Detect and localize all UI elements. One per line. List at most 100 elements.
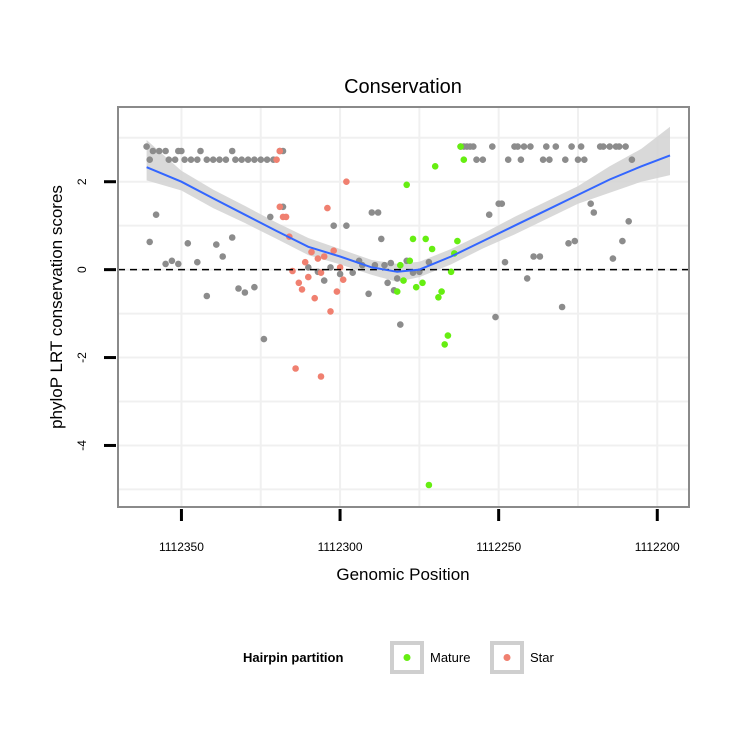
point-other <box>216 156 223 163</box>
point-other <box>203 292 211 300</box>
point-other <box>485 211 493 218</box>
point-other <box>209 156 217 163</box>
point-other <box>558 303 566 311</box>
point-other <box>228 147 236 155</box>
point-star <box>311 294 319 302</box>
point-other <box>581 156 588 163</box>
point-other <box>492 313 499 321</box>
point-other <box>155 147 163 155</box>
point-other <box>387 259 395 267</box>
x-tick-label: 1112300 <box>318 540 363 554</box>
y-tick-label: -4 <box>75 440 89 451</box>
x-tick-label: 1112250 <box>476 540 521 554</box>
x-axis-title: Genomic Position <box>336 565 469 584</box>
point-other <box>514 143 521 150</box>
y-axis-title: phyloP LRT conservation scores <box>47 185 66 429</box>
point-other <box>241 289 249 296</box>
point-other <box>219 253 226 260</box>
point-mature <box>454 237 461 245</box>
point-other <box>168 257 176 265</box>
point-mature <box>425 481 433 489</box>
point-other <box>577 143 585 150</box>
point-other <box>222 156 230 163</box>
point-other <box>470 143 477 150</box>
point-other <box>178 147 185 155</box>
confidence-band <box>146 126 671 282</box>
point-other <box>378 235 385 243</box>
point-other <box>257 156 265 163</box>
point-other <box>523 275 531 282</box>
x-tick-label: 1112200 <box>635 540 680 554</box>
smooth-trend-line <box>146 154 671 273</box>
point-other <box>479 156 487 163</box>
point-other <box>539 156 547 163</box>
legend-marker-mature <box>403 654 411 661</box>
point-other <box>187 156 195 163</box>
point-other <box>536 253 544 260</box>
point-star <box>339 276 347 284</box>
point-other <box>520 143 528 150</box>
panel-background <box>118 107 689 507</box>
point-other <box>232 156 239 163</box>
point-mature <box>393 288 401 295</box>
point-other <box>171 156 179 163</box>
point-other <box>143 143 150 150</box>
legend-label-star: Star <box>530 650 555 665</box>
point-star <box>343 178 350 185</box>
point-star <box>276 147 284 155</box>
point-other <box>162 147 169 155</box>
panel-border <box>117 106 690 508</box>
point-other <box>213 241 220 248</box>
point-other <box>175 260 182 268</box>
point-other <box>343 222 350 229</box>
point-other <box>203 156 211 163</box>
point-other <box>565 240 572 247</box>
point-star <box>324 204 331 212</box>
point-other <box>571 237 579 245</box>
point-mature <box>447 268 455 276</box>
point-star <box>317 269 325 277</box>
point-other <box>568 143 575 150</box>
point-other <box>228 234 236 241</box>
point-other <box>251 283 258 291</box>
point-mature <box>419 279 426 287</box>
point-other <box>365 290 372 298</box>
point-star <box>317 373 325 380</box>
point-other <box>165 156 173 163</box>
point-other <box>162 260 169 268</box>
legend-title: Hairpin partition <box>243 650 343 665</box>
legend-label-mature: Mature <box>430 650 470 665</box>
point-other <box>489 143 496 150</box>
point-other <box>244 156 252 163</box>
point-other <box>194 156 201 163</box>
point-other <box>501 258 509 266</box>
points-other-group <box>143 143 636 343</box>
point-mature <box>441 341 449 348</box>
point-star <box>282 213 290 221</box>
point-other <box>517 156 525 163</box>
y-axis-ticks: 2 0 -2 -4 <box>75 178 116 451</box>
point-mature <box>431 163 439 170</box>
point-other <box>152 211 160 218</box>
point-other <box>504 156 512 163</box>
point-other <box>305 264 312 271</box>
point-mature <box>412 283 420 291</box>
point-other <box>251 156 258 163</box>
y-tick-label: -2 <box>75 352 89 363</box>
point-other <box>184 240 192 247</box>
point-mature <box>457 143 464 150</box>
point-star <box>298 286 306 293</box>
point-other <box>336 270 344 278</box>
point-mature <box>435 294 442 301</box>
point-mature <box>400 277 407 284</box>
point-other <box>600 143 607 150</box>
point-other <box>263 156 271 163</box>
y-tick-label: 0 <box>75 266 89 273</box>
point-star <box>301 258 309 266</box>
point-star <box>327 308 334 315</box>
points-star-group <box>273 147 350 380</box>
point-other <box>590 209 598 216</box>
point-star <box>305 273 312 281</box>
point-star <box>273 156 280 163</box>
point-other <box>194 258 201 266</box>
